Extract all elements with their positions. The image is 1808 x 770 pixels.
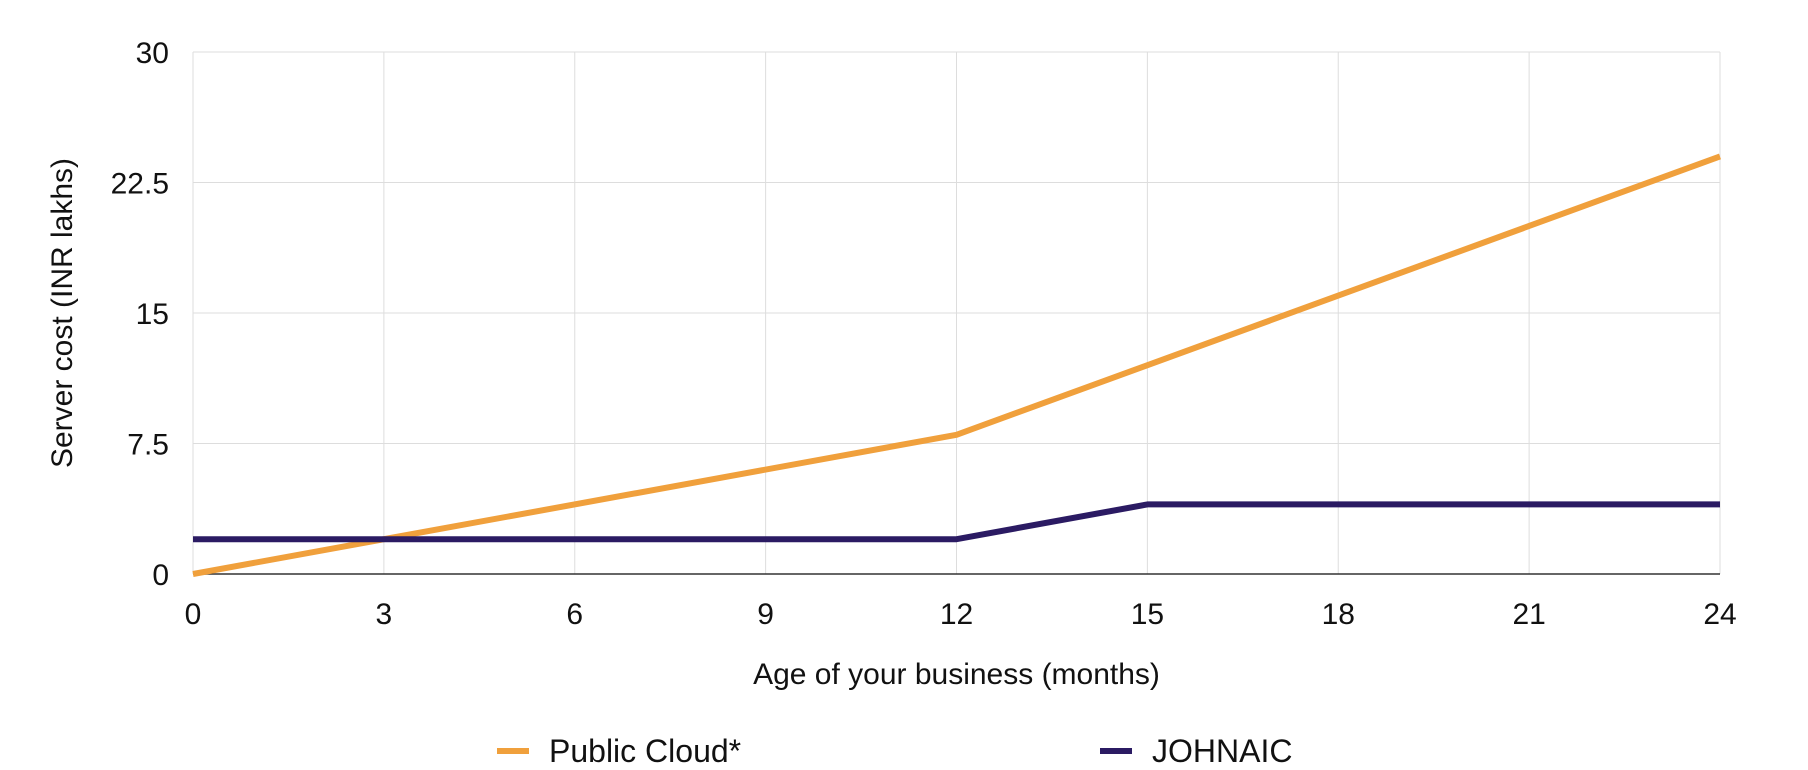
series-line-johnaic	[193, 501, 1720, 543]
y-tick-label: 22.5	[111, 168, 169, 201]
x-tick-label: 0	[185, 598, 202, 631]
x-tick-label: 3	[376, 598, 393, 631]
legend-label: Public Cloud*	[549, 733, 741, 769]
y-tick-label: 30	[136, 37, 169, 70]
x-tick-label: 18	[1322, 598, 1355, 631]
series-lines	[192, 153, 1722, 577]
y-tick-label: 0	[152, 559, 169, 592]
y-tick-label: 7.5	[127, 429, 169, 462]
x-tick-label: 9	[757, 598, 774, 631]
x-axis-ticks: 0 3 6 9 12 15 18 21 24	[185, 598, 1737, 631]
legend-label: JOHNAIC	[1152, 733, 1292, 769]
x-axis-title: Age of your business (months)	[753, 658, 1160, 691]
y-axis-ticks: 0 7.5 15 22.5 30	[111, 37, 169, 592]
x-tick-label: 12	[940, 598, 973, 631]
legend-item-johnaic: JOHNAIC	[1100, 733, 1292, 769]
x-tick-label: 24	[1703, 598, 1736, 631]
x-tick-label: 15	[1131, 598, 1164, 631]
legend-item-public-cloud: Public Cloud*	[497, 733, 741, 769]
legend: Public Cloud* JOHNAIC	[497, 733, 1292, 769]
x-tick-label: 21	[1512, 598, 1545, 631]
x-tick-label: 6	[566, 598, 583, 631]
grid	[192, 51, 1721, 574]
series-line-public-cloud	[192, 153, 1722, 577]
y-axis-title: Server cost (INR lakhs)	[46, 158, 79, 468]
y-tick-label: 15	[136, 298, 169, 331]
